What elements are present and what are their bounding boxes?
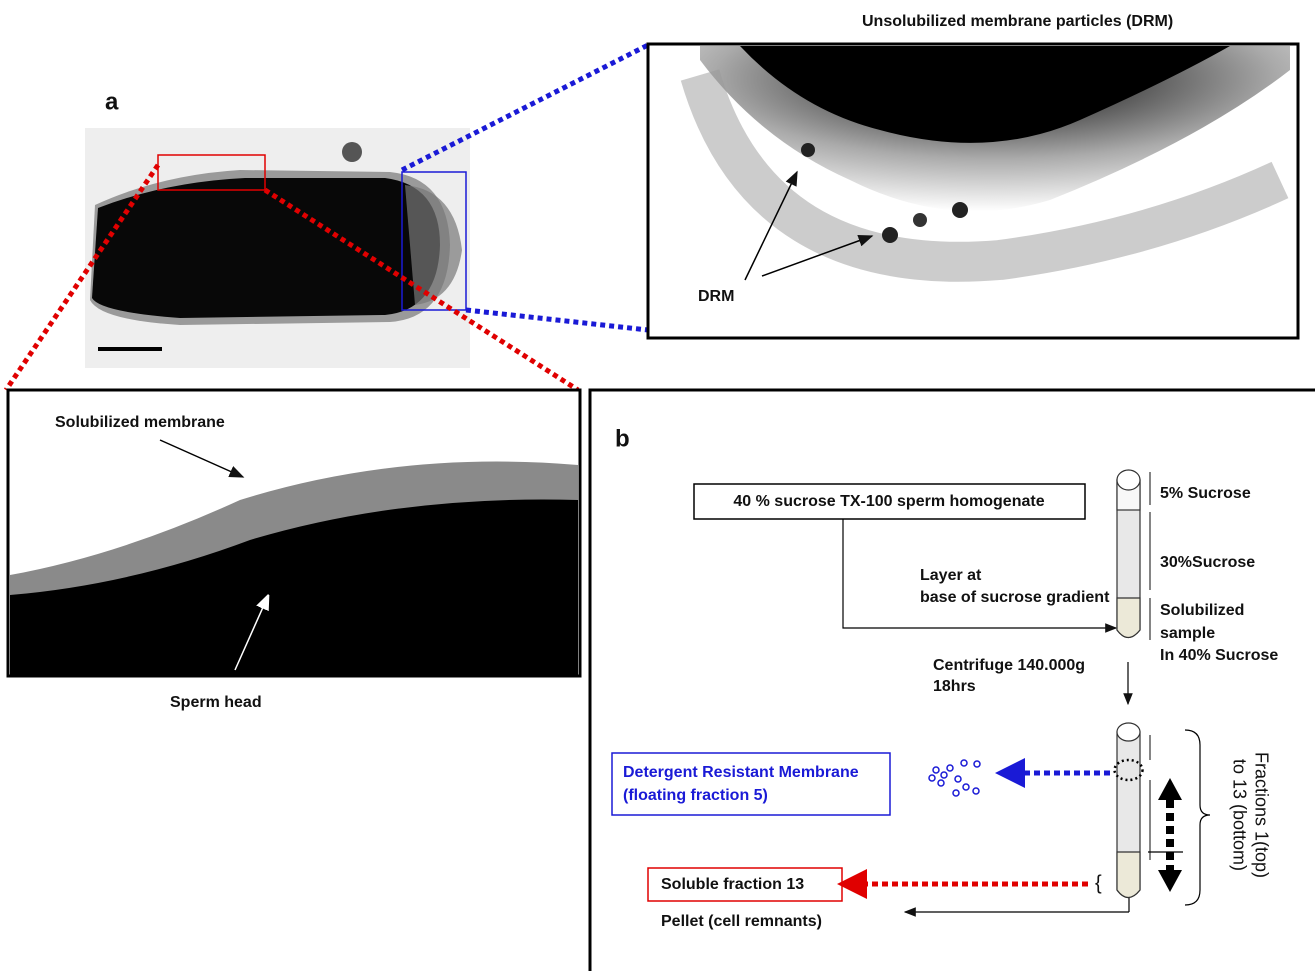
membrane-zoom [8, 390, 580, 676]
head-annotation: Sperm head [170, 694, 262, 711]
centrifuge: Centrifuge 140.000g [933, 657, 1085, 674]
layer-note: base of sucrose gradient [920, 589, 1110, 606]
tube-label: Solubilized [1160, 602, 1244, 619]
tube-label: 5% Sucrose [1160, 485, 1251, 502]
tube [1117, 470, 1150, 640]
figure: a Unsolubilized membrane particles (DRM)… [0, 0, 1315, 971]
homogenate: 40 % sucrose TX-100 sperm homogenate [733, 493, 1044, 510]
drm-zoom [648, 44, 1298, 338]
drm-annotation: DRM [698, 288, 734, 305]
fractions-note: to 13 (bottom) [1229, 759, 1249, 871]
soluble-box-text: Soluble fraction 13 [661, 876, 804, 893]
tube-label: In 40% Sucrose [1160, 647, 1278, 664]
mixing-arrow [1158, 778, 1182, 892]
panel-label: b [615, 425, 630, 452]
layer-note: Layer at [920, 567, 982, 584]
drm-particles [929, 760, 980, 796]
drm-box-text: (floating fraction 5) [623, 787, 768, 804]
drm-box-text: Detergent Resistant Membrane [623, 764, 859, 781]
zoom-title: Unsolubilized membrane particles (DRM) [862, 13, 1173, 30]
tube-label: sample [1160, 625, 1215, 642]
brace: { [1095, 872, 1102, 894]
centrifuge: 18hrs [933, 678, 976, 695]
tube-label: 30%Sucrose [1160, 554, 1255, 571]
pellet: Pellet (cell remnants) [661, 913, 822, 930]
panel-label: a [105, 88, 119, 115]
fractions-note: Fractions 1(top) [1251, 752, 1271, 878]
drm-box [612, 753, 890, 815]
membrane-annotation: Solubilized membrane [55, 414, 225, 431]
